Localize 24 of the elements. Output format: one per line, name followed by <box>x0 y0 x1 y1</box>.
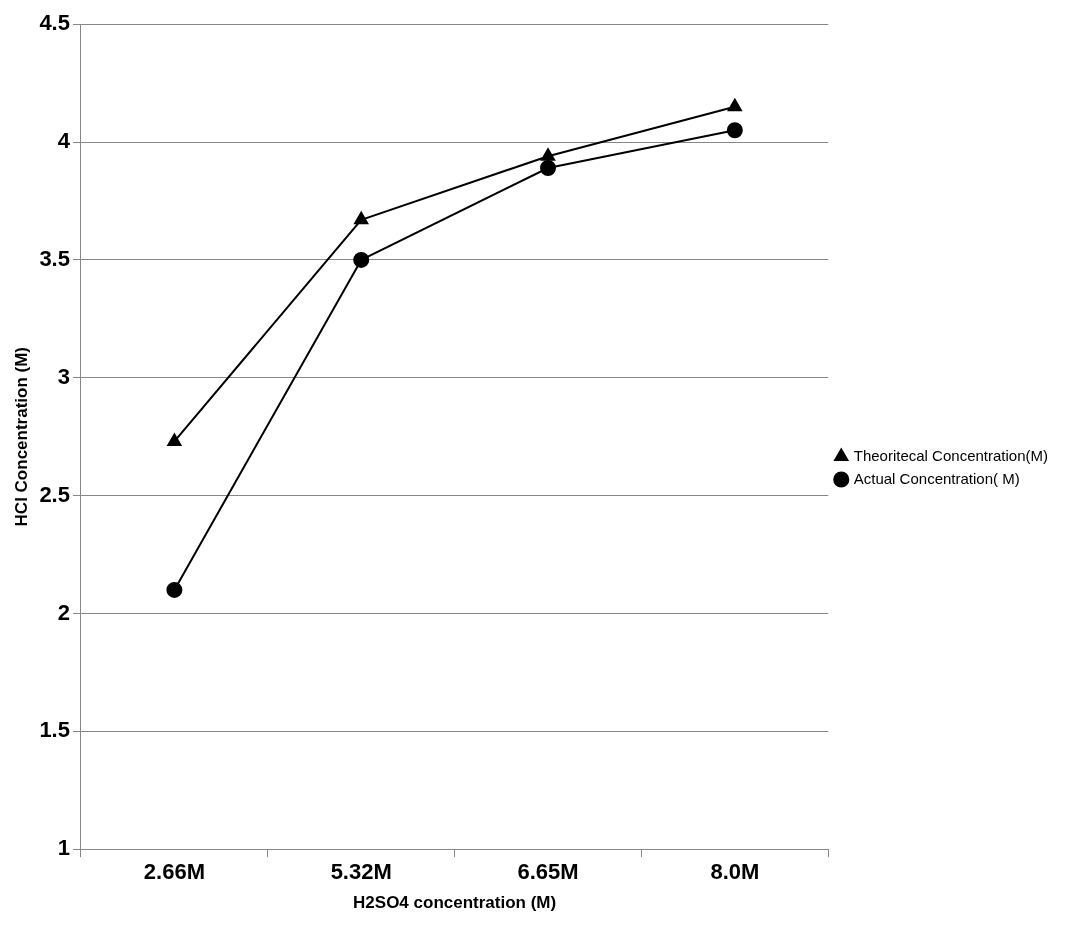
y-tick-label: 3.5 <box>39 245 70 271</box>
y-tick-label: 4.5 <box>39 10 70 36</box>
x-tick-label: 5.32M <box>330 859 392 885</box>
y-axis-title: HCl Concentration (M) <box>11 346 31 527</box>
point <box>354 211 369 225</box>
x-tick-label: 6.65M <box>517 859 579 885</box>
x-tick-label: 2.66M <box>143 859 205 885</box>
x-axis-title: H2SO4 concentration (M) <box>353 893 557 913</box>
y-tick-label: 2.5 <box>39 481 70 507</box>
y-tick-label: 3 <box>57 363 70 389</box>
y-tick-label: 1.5 <box>39 717 70 743</box>
point <box>166 581 183 598</box>
legend-label: Actual Concentration( M) <box>853 469 1020 487</box>
point <box>726 122 743 139</box>
x-tick-label: 8.0M <box>710 859 760 885</box>
point <box>167 433 182 446</box>
point <box>540 148 556 161</box>
y-tick-label: 1 <box>57 835 70 861</box>
point <box>353 251 370 268</box>
legend-label: Theoritecal Concentration(M) <box>853 446 1048 464</box>
point <box>727 98 742 112</box>
point <box>540 159 557 176</box>
y-tick-label: 2 <box>57 599 70 625</box>
y-tick-label: 4 <box>57 128 71 154</box>
